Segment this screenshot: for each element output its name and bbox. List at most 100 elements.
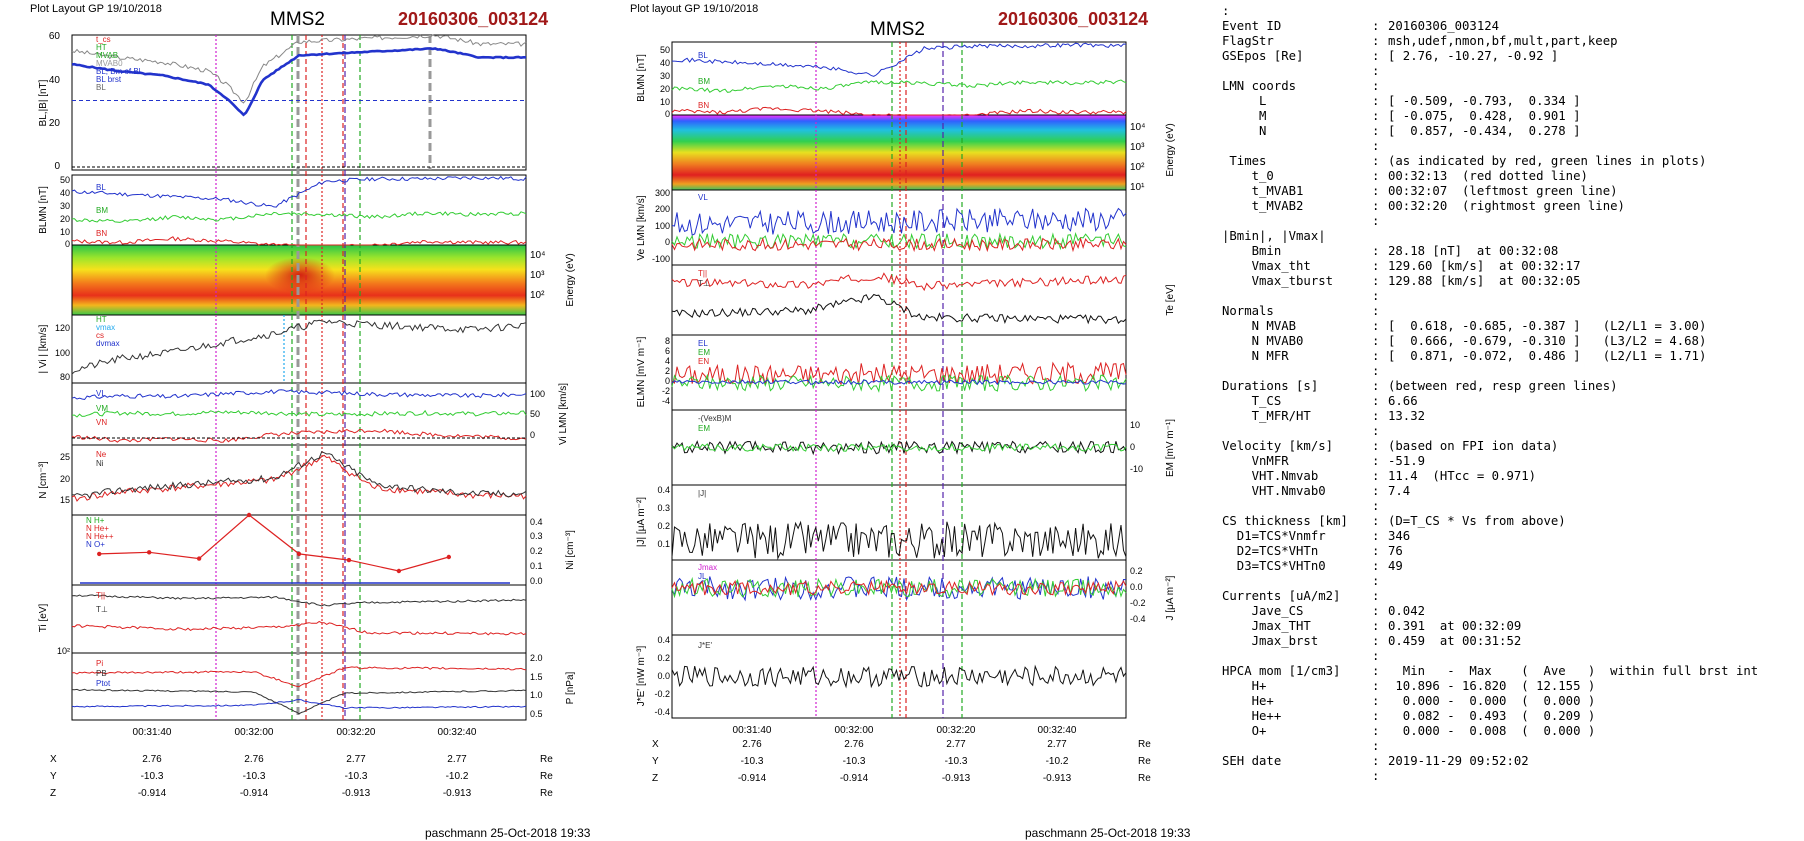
summary-row: VHT.Nmvab0:7.4 (1222, 484, 1802, 499)
left-b-tick-20: 20 (49, 118, 61, 129)
left-p-pi-line (71, 666, 527, 688)
right-e-legend-en: EN (698, 357, 709, 366)
left-b-bl-line (71, 47, 526, 117)
summary-value: 11.4 (HTcc = 0.971) (1388, 469, 1537, 483)
left-p-pb-line (71, 688, 527, 715)
left-spec-tick-1e4: 10⁴ (530, 250, 545, 261)
summary-colon: : (1372, 304, 1380, 318)
right-je-tick-00: 0.0 (657, 671, 670, 681)
right-e-tick-6: 6 (665, 346, 670, 356)
right-e-tick-0: 0 (665, 376, 670, 386)
summary-row: D3=TCS*VHTn0:49 (1222, 559, 1802, 574)
right-j-ylabel: |J| [μA m⁻²] (636, 497, 647, 547)
left-ti-perp-line (71, 594, 527, 607)
left-nion-legend: N H+ N He+ N He++ N O+ (86, 516, 114, 549)
left-n-tick-20: 20 (60, 474, 70, 484)
right-em-em-line (671, 442, 1127, 453)
summary-value: 00:32:20 (rightmost green line) (1388, 199, 1625, 213)
left-b-tick-40: 40 (49, 75, 61, 86)
summary-value (1388, 769, 1802, 784)
summary-row: He++: 0.082 - 0.493 ( 0.209 ) (1222, 709, 1802, 724)
left-vilmn-tick-0: 0 (530, 430, 535, 440)
summary-value: 10.896 - 16.820 ( 12.155 ) (1388, 679, 1596, 693)
left-vi-legend-3: dvmax (96, 339, 120, 348)
left-vilmn-ylabel: Vi LMN [km/s] (558, 383, 569, 445)
right-e-tick-2: 2 (665, 366, 670, 376)
summary-colon: : (1372, 499, 1380, 513)
summary-label: GSEpos [Re] (1222, 49, 1304, 63)
summary-colon: : (1372, 274, 1380, 288)
left-b-legend-1: HT (96, 43, 107, 52)
summary-value (1388, 289, 1802, 304)
summary-label: VnMFR (1222, 454, 1289, 468)
left-b-tick-0: 0 (54, 161, 60, 172)
summary-value: 0.082 - 0.493 ( 0.209 ) (1388, 709, 1596, 723)
left-pos-y-3: -10.2 (446, 771, 469, 782)
left-pos-z-0: -0.914 (138, 788, 167, 799)
summary-colon: : (1372, 664, 1380, 678)
summary-row: N MVAB0: [ 0.666, -0.679, -0.310 ] (L3/L2… (1222, 334, 1802, 349)
left-vilmn-vm-line (72, 409, 527, 418)
summary-row: O+: 0.000 - 0.008 ( 0.000 ) (1222, 724, 1802, 739)
right-je-tick-02: 0.2 (657, 653, 670, 663)
right-jlmn-jl-line (671, 575, 1127, 602)
left-n-legend-ni: Ni (96, 459, 104, 468)
right-pos-y-unit: Re (1138, 756, 1151, 767)
summary-rows: Event ID:20160306_003124 FlagStr: msh,udef… (1222, 19, 1802, 784)
summary-label (1222, 499, 1372, 514)
summary-row: CS thickness [km]: (D=T_CS * Vs from abov… (1222, 514, 1802, 529)
right-e-ylabel: ELMN [mV m⁻¹] (636, 336, 647, 407)
summary-label: |Bmin|, |Vmax| (1222, 229, 1326, 243)
summary-colon: : (1372, 244, 1380, 258)
left-vi-tick-80: 80 (60, 372, 70, 382)
left-time-tick-2: 00:32:20 (337, 727, 376, 738)
summary-label: Vmax_tht (1222, 259, 1311, 273)
summary-label (1222, 424, 1372, 439)
left-p-tick-15: 1.5 (530, 672, 543, 682)
summary-row: D1=TCS*Vnmfr:346 (1222, 529, 1802, 544)
right-e-legend-em: EM (698, 348, 710, 357)
summary-row: N MFR: [ 0.871, -0.072, 0.486 ] (L2/L1 = … (1222, 349, 1802, 364)
left-b-tick-60: 60 (49, 31, 61, 42)
left-b-legend-3: MVAB0 (96, 59, 123, 68)
right-jlmn-ylabel: J [μA m⁻²] (1165, 575, 1176, 620)
summary-colon: : (1372, 574, 1380, 588)
left-n-ylabel: N [cm⁻³] (38, 461, 49, 499)
summary-label: Normals (1222, 304, 1274, 318)
left-p-ptot-line (71, 698, 527, 710)
summary-value (1388, 64, 1802, 79)
summary-label (1222, 139, 1372, 154)
summary-label: FlagStr (1222, 34, 1274, 48)
left-b-total-line (71, 34, 527, 104)
summary-label: He++ (1222, 709, 1282, 723)
summary-label: HPCA mom [1/cm3] (1222, 664, 1341, 678)
summary-colon: : (1372, 94, 1380, 108)
summary-label (1222, 739, 1372, 754)
summary-label (1222, 289, 1372, 304)
summary-value: [ 2.76, -10.27, -0.92 ] (1388, 49, 1559, 63)
summary-value: 129.88 [km/s] at 00:32:05 (1388, 274, 1581, 288)
summary-colon: : (1372, 424, 1380, 438)
right-blmn-bm-line (671, 79, 1127, 93)
summary-value: 129.60 [km/s] at 00:32:17 (1388, 259, 1581, 273)
summary-value: [ 0.857, -0.434, 0.278 ] (1388, 124, 1581, 138)
left-mission-title: MMS2 (270, 9, 325, 30)
right-blmn-ylabel: BLMN [nT] (636, 54, 647, 102)
right-te-perp-line (671, 293, 1127, 325)
left-vi-legend-1: vmax (96, 323, 115, 332)
summary-row: LMN coords: (1222, 79, 1802, 94)
summary-colon: : (1372, 529, 1380, 543)
left-vilmn-tick-50: 50 (530, 409, 540, 419)
summary-row: VHT.Nmvab:11.4 (HTcc = 0.971) (1222, 469, 1802, 484)
summary-value: 2019-11-29 09:52:02 (1388, 754, 1529, 768)
left-blmn-bn-line (71, 236, 527, 246)
summary-row: N MVAB: [ 0.618, -0.685, -0.387 ] (L2/L1 … (1222, 319, 1802, 334)
summary-value (1388, 229, 1802, 244)
left-p-tick-05: 0.5 (530, 709, 543, 719)
summary-label (1222, 574, 1372, 589)
summary-colon: : (1372, 139, 1380, 153)
right-blmn-legend-bm: BM (698, 77, 710, 86)
right-em-tick-10: 10 (1130, 420, 1140, 430)
summary-row: SEH date:2019-11-29 09:52:02 (1222, 754, 1802, 769)
left-nion-legend-0: N H+ (86, 516, 105, 525)
